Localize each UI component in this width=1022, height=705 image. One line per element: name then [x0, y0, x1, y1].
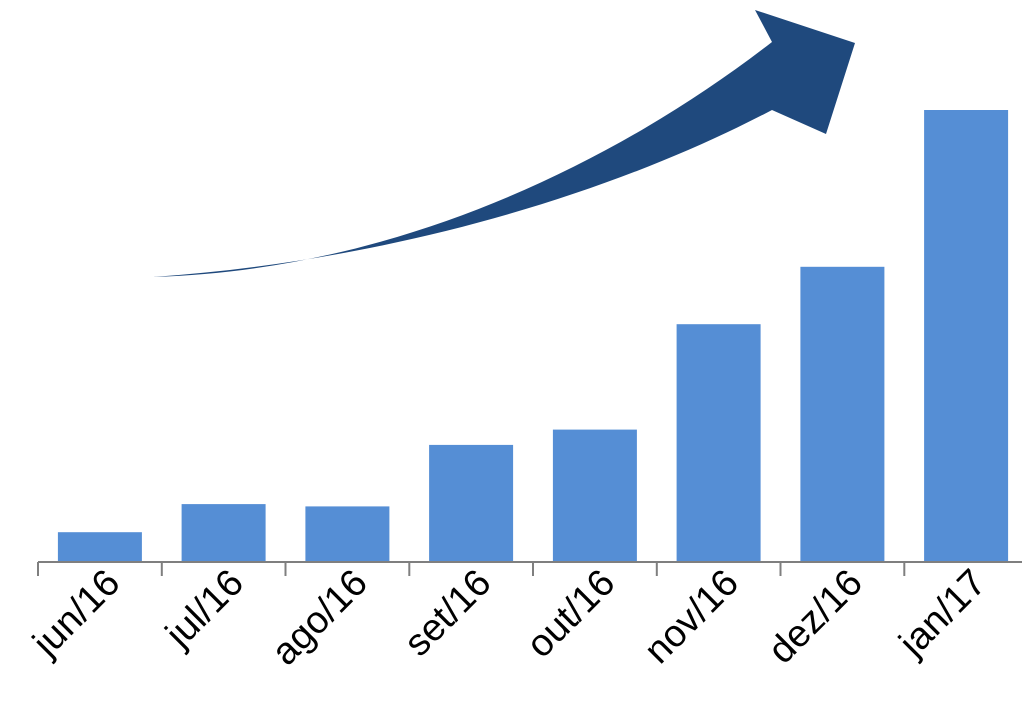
bar-jan-17 — [924, 110, 1009, 562]
x-tick-label: jul/16 — [157, 562, 252, 657]
x-tick-label: set/16 — [397, 562, 500, 665]
bar-ago-16 — [305, 506, 390, 562]
x-tick-label: out/16 — [519, 562, 623, 666]
upward-trend-arrow-icon — [153, 10, 855, 277]
x-tick-label: jan/17 — [891, 562, 995, 666]
bars-group — [57, 110, 1009, 562]
bar-jul-16 — [181, 504, 266, 562]
bar-set-16 — [429, 444, 514, 562]
x-axis — [37, 561, 1022, 576]
bar-dez-16 — [800, 266, 885, 562]
bar-jun-16 — [57, 532, 142, 562]
bar-out-16 — [552, 429, 637, 562]
x-tick-labels: jun/16 jul/16 ago/16 set/16 out/16 nov/16 dez/… — [25, 562, 995, 674]
x-tick-label: nov/16 — [637, 562, 747, 672]
x-tick-label: ago/16 — [264, 562, 376, 674]
x-tick-label: jun/16 — [25, 562, 129, 666]
bar-nov-16 — [676, 324, 761, 562]
x-tick-label: dez/16 — [760, 562, 870, 672]
